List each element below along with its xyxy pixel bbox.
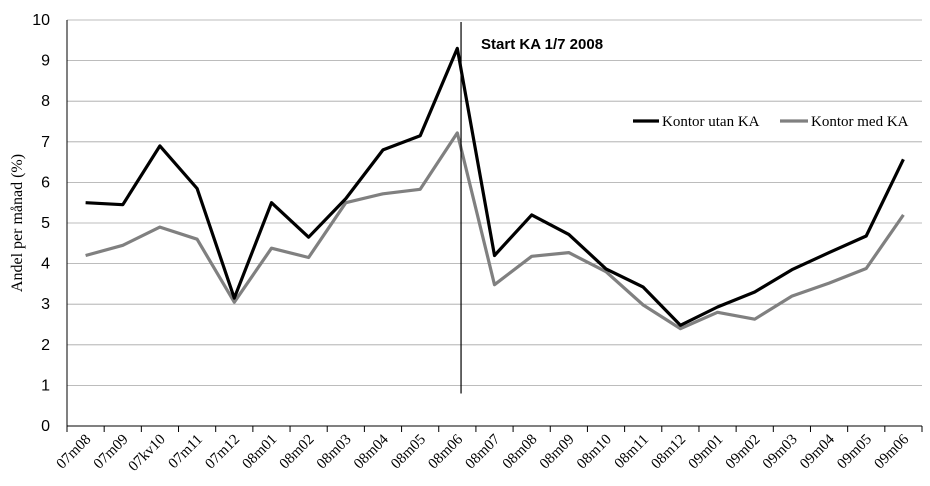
y-tick-label: 1 [41, 377, 50, 394]
x-tick-label: 08m07 [463, 431, 504, 472]
x-tick-label: 09m01 [686, 432, 727, 473]
y-tick-label: 6 [41, 174, 50, 191]
y-tick-label: 7 [41, 134, 50, 151]
x-tick-label: 09m02 [723, 432, 764, 473]
y-tick-label: 10 [32, 12, 50, 29]
x-tick-label: 07m12 [202, 432, 243, 473]
y-tick-label: 4 [41, 256, 50, 273]
y-tick-label: 8 [41, 93, 50, 110]
y-axis-label: Andel per månad (%) [9, 154, 26, 292]
x-tick-label: 08m06 [425, 431, 466, 472]
x-tick-label: 08m04 [351, 431, 392, 472]
x-tick-label: 08m10 [574, 432, 615, 473]
x-tick-label: 09m05 [834, 432, 875, 473]
x-tick-label: 08m01 [240, 432, 281, 473]
x-tick-label: 08m12 [648, 432, 689, 473]
y-tick-label: 3 [41, 296, 50, 313]
y-tick-label: 2 [41, 337, 50, 354]
series-lines [85, 46, 905, 331]
x-tick-label: 07m09 [91, 432, 132, 473]
x-tick-label: 09m04 [797, 431, 838, 472]
x-tick-label: 08m09 [537, 432, 578, 473]
x-tick-label: 08m05 [388, 432, 429, 473]
legend: Kontor utan KA Kontor med KA [633, 114, 909, 130]
x-tick-label: 07m11 [166, 432, 206, 472]
gridlines [67, 19, 922, 386]
x-tick-label: 08m08 [500, 432, 541, 473]
x-tick-label: 08m02 [277, 432, 318, 473]
x-tick-labels: 07m0807m0907kv1007m1107m1208m0108m0208m0… [54, 431, 913, 474]
legend-label-kontor-utan-ka: Kontor utan KA [662, 114, 760, 130]
series-line-kontor-med-ka [85, 131, 905, 331]
x-tick-marks [66, 426, 923, 432]
legend-label-kontor-med-ka: Kontor med KA [811, 114, 909, 130]
x-tick-label: 07kv10 [126, 432, 169, 475]
x-tick-label: 07m08 [54, 432, 95, 473]
start-annotation: Start KA 1/7 2008 [481, 36, 603, 53]
series-line-kontor-utan-ka [85, 46, 905, 327]
x-tick-label: 09m03 [760, 432, 801, 473]
x-tick-label: 08m03 [314, 432, 355, 473]
y-tick-labels: 0 1 2 3 4 5 6 7 8 9 10 [32, 12, 50, 435]
x-tick-label: 09m06 [871, 431, 912, 472]
x-tick-label: 08m11 [612, 432, 652, 472]
y-tick-label: 5 [41, 215, 50, 232]
y-tick-label: 9 [41, 53, 50, 70]
y-tick-label: 0 [41, 418, 50, 435]
